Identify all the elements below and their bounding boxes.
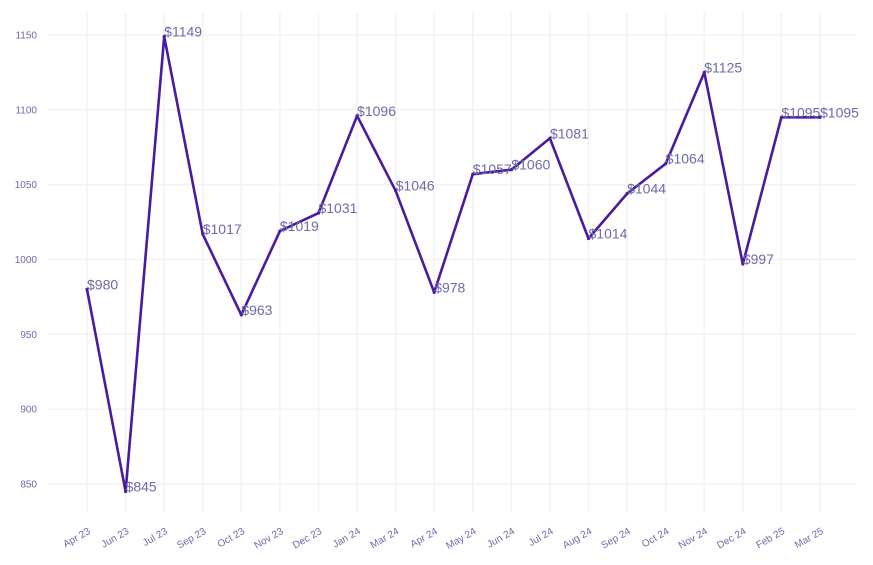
x-tick-label: May 24 [444, 526, 478, 552]
data-point [509, 168, 513, 172]
data-label: $1014 [589, 226, 628, 242]
x-tick-label: Oct 24 [640, 526, 671, 550]
y-tick-label: 1000 [15, 255, 38, 266]
x-tick-label: Aug 24 [561, 526, 594, 552]
x-tick-label: Sep 24 [600, 526, 633, 552]
data-point [586, 236, 591, 241]
data-label: $1125 [704, 59, 742, 75]
data-point [471, 172, 475, 176]
data-point [432, 290, 436, 295]
data-point [85, 287, 89, 292]
x-tick-label: Jun 24 [485, 526, 517, 551]
x-tick-label: Feb 25 [754, 526, 787, 551]
data-label: $1057 [473, 161, 512, 177]
data-point [779, 115, 784, 119]
y-tick-label: 850 [20, 480, 37, 491]
series-line [85, 35, 820, 493]
data-point [625, 192, 629, 196]
data-point [818, 115, 822, 119]
data-label: $1081 [550, 125, 589, 141]
x-tick-label: Nov 24 [677, 526, 710, 552]
data-point [123, 489, 128, 494]
data-label: $1019 [280, 218, 319, 234]
data-point [355, 114, 359, 118]
x-tick-label: Dec 24 [715, 526, 748, 552]
x-tick-label: Jan 24 [331, 526, 363, 551]
data-point [741, 262, 745, 266]
data-label: $1031 [318, 200, 357, 216]
data-label: $978 [434, 279, 465, 295]
y-tick-label: 1100 [15, 105, 37, 116]
x-tick-label: Jun 23 [100, 526, 132, 551]
data-point [316, 211, 321, 215]
x-tick-label: Dec 23 [291, 526, 324, 552]
x-tick-label: Sep 23 [175, 526, 208, 552]
x-tick-label: Mar 24 [369, 526, 402, 551]
data-point [702, 70, 706, 75]
y-tick-label: 950 [20, 330, 37, 341]
data-point [239, 313, 243, 317]
data-label: $845 [126, 478, 157, 494]
data-label: $997 [743, 251, 774, 267]
data-label: $1096 [357, 103, 396, 119]
y-tick-label: 900 [20, 405, 37, 416]
data-point [162, 34, 166, 39]
x-tick-label: Nov 23 [252, 526, 285, 552]
data-point [278, 229, 282, 233]
x-axis: Apr 23 Jun 23 Jul 23 Sep 23 Oct 23 Nov 23 Dec … [61, 526, 825, 552]
data-point [201, 232, 205, 236]
y-tick-label: 1050 [15, 180, 38, 191]
data-label: $1095 [781, 104, 820, 120]
data-point [394, 189, 398, 193]
data-label: $963 [241, 302, 272, 318]
y-tick-label: 1150 [15, 31, 37, 42]
data-point [548, 136, 552, 140]
x-tick-label: Oct 23 [216, 526, 247, 550]
data-label: $1149 [164, 23, 202, 39]
data-label: $1060 [511, 157, 550, 173]
y-axis: 850 900 950 1000 1050 1100 1150 [15, 31, 38, 491]
x-tick-label: Apr 23 [61, 526, 92, 550]
data-point [664, 162, 668, 166]
data-label: $1044 [627, 181, 666, 197]
x-tick-label: Apr 24 [409, 526, 440, 550]
grid [48, 12, 856, 512]
data-label: $1046 [396, 178, 435, 194]
data-label: $1095 [820, 104, 859, 120]
x-tick-label: Mar 25 [793, 526, 826, 551]
data-label: $1017 [203, 221, 242, 237]
data-label: $980 [87, 276, 118, 292]
data-labels: $980 $845 $1149 $1017 $963 $1019 $1031 $1096 $10… [85, 23, 859, 494]
data-label: $1064 [666, 151, 705, 167]
x-tick-label: Jul 23 [141, 526, 170, 549]
x-tick-label: Jul 24 [527, 526, 556, 549]
